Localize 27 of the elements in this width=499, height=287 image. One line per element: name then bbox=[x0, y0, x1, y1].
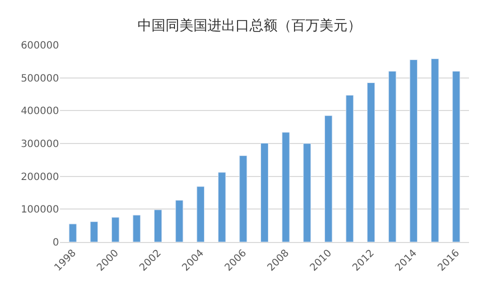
bar bbox=[324, 115, 332, 242]
y-tick-label: 500000 bbox=[20, 73, 59, 84]
y-tick-label: 100000 bbox=[20, 204, 59, 216]
bar bbox=[68, 224, 77, 242]
bar bbox=[282, 132, 290, 242]
bar bbox=[154, 210, 162, 242]
bar bbox=[260, 142, 268, 242]
chart-title: 中国同美国进出口总额（百万美元） bbox=[138, 18, 362, 34]
bar bbox=[239, 155, 248, 242]
bar bbox=[303, 143, 312, 242]
y-tick-label: 600000 bbox=[20, 40, 59, 52]
bar bbox=[90, 221, 98, 242]
y-tick-label: 200000 bbox=[20, 172, 59, 183]
bar bbox=[367, 82, 375, 242]
bar bbox=[132, 214, 141, 242]
y-tick-label: 300000 bbox=[20, 139, 59, 150]
bar bbox=[218, 172, 226, 242]
bar bbox=[346, 94, 354, 242]
y-tick-label: 400000 bbox=[20, 106, 59, 118]
bar bbox=[175, 200, 184, 242]
bar bbox=[388, 71, 396, 242]
bar bbox=[452, 71, 460, 242]
bar bbox=[430, 58, 439, 242]
y-tick-label: 0 bbox=[52, 238, 59, 248]
bar bbox=[196, 186, 205, 242]
bar bbox=[410, 60, 418, 242]
bar bbox=[111, 217, 120, 242]
